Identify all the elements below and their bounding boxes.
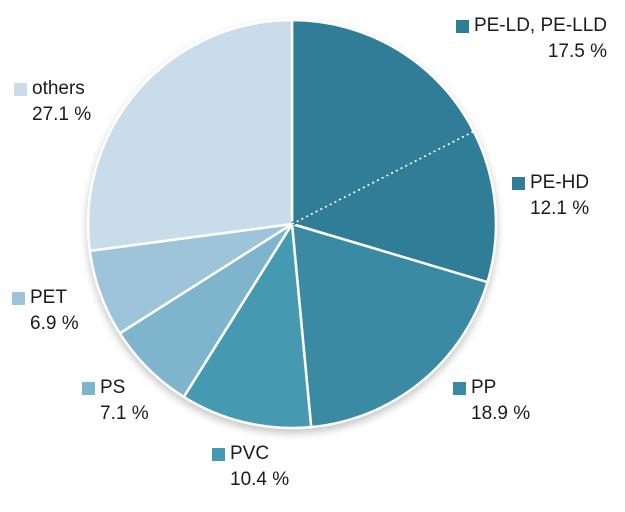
legend-item-pe-ld-pe-lld: PE-LD, PE-LLD 17.5 % <box>455 13 607 65</box>
legend-color-swatch <box>212 447 225 461</box>
legend-color-swatch <box>455 19 469 33</box>
legend-value: 7.1 % <box>100 403 149 424</box>
pie-slice-pe-hd <box>290 130 498 284</box>
legend-label: PP <box>471 377 497 398</box>
legend-color-swatch <box>12 291 25 305</box>
legend-value: 18.9 % <box>471 403 531 424</box>
legend-value: 27.1 % <box>32 104 92 125</box>
pie-slice-pp <box>290 222 489 429</box>
legend-label: PE-LD, PE-LLD <box>473 15 607 36</box>
legend-item-pp: PP 18.9 % <box>453 375 530 427</box>
dotted-divider-line <box>291 131 473 225</box>
legend-color-swatch <box>82 381 95 395</box>
legend-label: PS <box>100 377 126 398</box>
pie-slice-others <box>86 18 294 253</box>
legend-value: 12.1 % <box>530 198 590 219</box>
legend-label: PET <box>30 287 67 308</box>
legend-item-pe-hd: PE-HD 12.1 % <box>512 170 589 222</box>
legend-item-pet: PET 6.9 % <box>12 285 79 337</box>
legend-label: PE-HD <box>530 172 590 193</box>
legend-label: PVC <box>230 443 270 464</box>
legend-label: others <box>32 78 85 99</box>
pie-slice-pe-ld-pe-lld <box>290 18 476 226</box>
legend-value: 10.4 % <box>230 469 290 490</box>
legend-item-others: others 27.1 % <box>14 76 91 128</box>
legend-item-pvc: PVC 10.4 % <box>212 441 289 493</box>
legend-value: 17.5 % <box>547 41 607 62</box>
pie-slice-pvc <box>182 222 313 430</box>
legend-color-swatch <box>453 381 466 395</box>
legend-color-swatch <box>14 82 27 96</box>
legend-color-swatch <box>512 176 525 190</box>
legend-value: 6.9 % <box>30 313 79 334</box>
legend-item-ps: PS 7.1 % <box>82 375 149 427</box>
